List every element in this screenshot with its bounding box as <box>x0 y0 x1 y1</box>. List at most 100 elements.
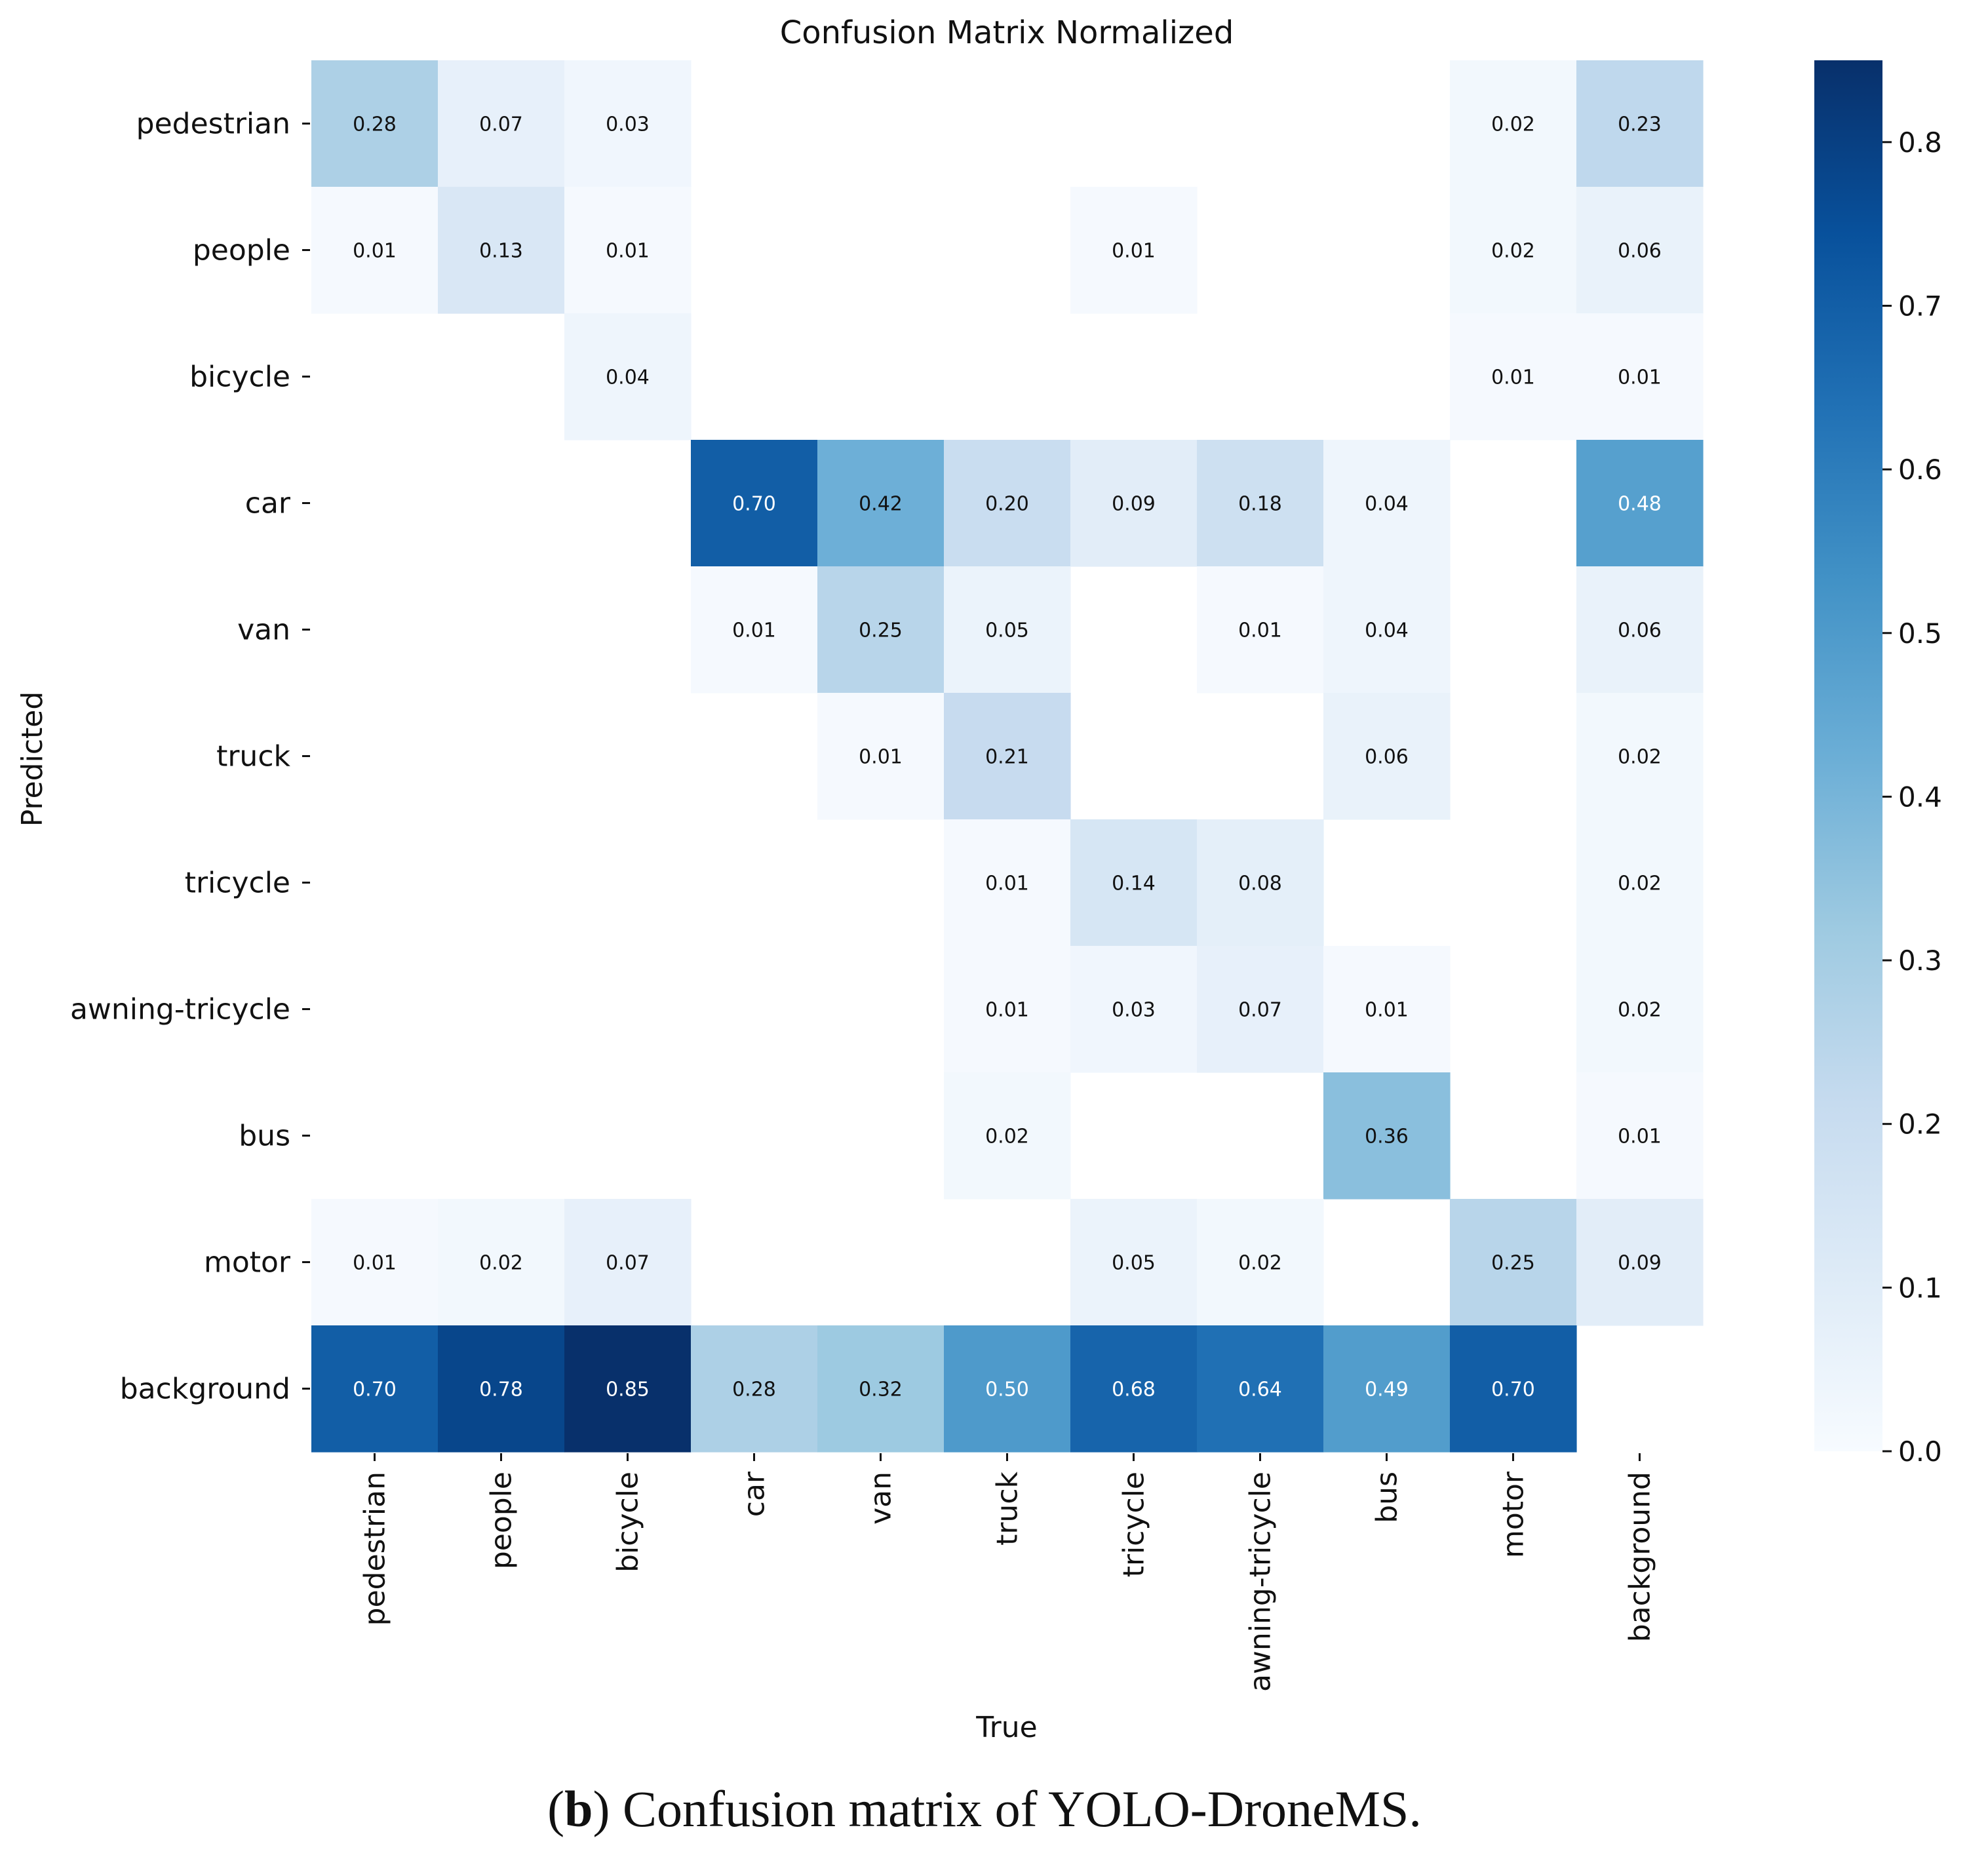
cell-value-label: 0.25 <box>859 619 903 642</box>
cell-value-label: 0.04 <box>606 366 650 389</box>
x-tick-label: truck <box>991 1471 1024 1545</box>
chart-title: Confusion Matrix Normalized <box>780 14 1234 51</box>
cell-value-label: 0.70 <box>732 493 776 516</box>
heatmap-cell <box>817 1325 945 1453</box>
heatmap-cell <box>1576 440 1704 567</box>
heatmap-cell <box>1576 819 1704 947</box>
cell-value-label: 0.01 <box>1112 240 1156 263</box>
x-axis-title: True <box>975 1711 1037 1744</box>
heatmap-cell <box>1450 1325 1577 1453</box>
colorbar-ticks: 0.0 0.1 0.2 0.3 0.4 0.5 0.6 0.7 0.8 <box>1882 127 1942 1468</box>
cell-value-label: 0.25 <box>1491 1252 1535 1275</box>
heatmap-cell <box>1450 187 1577 314</box>
cell-value-label: 0.06 <box>1618 619 1662 642</box>
heatmap-cell <box>1323 1325 1451 1453</box>
heatmap-cell <box>944 819 1071 947</box>
y-tick-label: car <box>245 487 291 520</box>
heatmap-cell <box>944 693 1071 820</box>
heatmap-cell <box>1197 566 1324 694</box>
cell-value-label: 0.01 <box>985 999 1029 1022</box>
x-axis-ticks: pedestrian people bicycle car van truck tricyc… <box>359 1453 1657 1692</box>
y-tick-label: awning-tricycle <box>70 993 290 1026</box>
y-tick-label: bicycle <box>189 361 290 394</box>
colorbar-tick-label: 0.0 <box>1898 1436 1942 1468</box>
heatmap-cell <box>311 187 439 314</box>
cell-value-label: 0.70 <box>1491 1378 1535 1401</box>
heatmap-cell <box>691 566 818 694</box>
cell-value-label: 0.02 <box>1238 1252 1282 1275</box>
x-tick-label: background <box>1624 1472 1657 1642</box>
cell-value-label: 0.78 <box>479 1378 523 1401</box>
cell-value-label: 0.21 <box>985 746 1029 769</box>
cell-value-label: 0.02 <box>1618 872 1662 895</box>
heatmap-cell <box>1323 1072 1451 1200</box>
cell-value-label: 0.28 <box>353 113 397 136</box>
heatmap-cell <box>944 440 1071 567</box>
cell-value-label: 0.01 <box>353 240 397 263</box>
heatmap-cell <box>311 60 439 187</box>
x-tick-label: awning-tricycle <box>1244 1472 1277 1692</box>
heatmap-cell <box>817 693 945 820</box>
cell-value-label: 0.42 <box>859 493 903 516</box>
x-tick-label: people <box>485 1472 518 1569</box>
heatmap-cell <box>564 1199 692 1326</box>
heatmap-cell <box>1070 819 1198 947</box>
heatmap-cell <box>564 187 692 314</box>
heatmap-cell <box>1576 60 1704 187</box>
cell-value-label: 0.03 <box>606 113 650 136</box>
cell-value-label: 0.02 <box>479 1252 523 1275</box>
heatmap-cell <box>1323 440 1451 567</box>
heatmap-cell <box>1450 1199 1577 1326</box>
heatmap-cell <box>564 60 692 187</box>
y-tick-label: van <box>237 614 290 647</box>
cell-value-label: 0.20 <box>985 493 1029 516</box>
cell-value-label: 0.06 <box>1618 240 1662 263</box>
cell-value-label: 0.36 <box>1365 1125 1409 1148</box>
cell-value-label: 0.09 <box>1618 1252 1662 1275</box>
heatmap-cell <box>438 1325 565 1453</box>
colorbar-tick-label: 0.2 <box>1898 1108 1942 1141</box>
cell-value-label: 0.32 <box>859 1378 903 1401</box>
heatmap-cell <box>311 1325 439 1453</box>
heatmap-cell <box>817 566 945 694</box>
cell-value-label: 0.23 <box>1618 113 1662 136</box>
cell-value-label: 0.01 <box>1238 619 1282 642</box>
cell-value-label: 0.01 <box>985 872 1029 895</box>
cell-value-label: 0.04 <box>1365 619 1409 642</box>
cell-value-label: 0.01 <box>859 746 903 769</box>
heatmap-cell <box>944 946 1071 1073</box>
heatmap-cell <box>438 187 565 314</box>
cell-value-label: 0.68 <box>1112 1378 1156 1401</box>
heatmap-cell <box>1070 1325 1198 1453</box>
heatmap-cell <box>944 1325 1071 1453</box>
heatmap-cell <box>1070 946 1198 1073</box>
cell-value-label: 0.05 <box>1112 1252 1156 1275</box>
y-tick-label: bus <box>239 1120 290 1153</box>
y-tick-label: tricycle <box>185 867 290 900</box>
heatmap-cell <box>817 440 945 567</box>
cell-value-label: 0.07 <box>479 113 523 136</box>
heatmap-cell <box>691 440 818 567</box>
cell-value-label: 0.02 <box>1491 240 1535 263</box>
cell-value-label: 0.01 <box>353 1252 397 1275</box>
heatmap-cell <box>1070 440 1198 567</box>
heatmap-cell <box>1323 693 1451 820</box>
cell-value-label: 0.05 <box>985 619 1029 642</box>
cell-value-label: 0.02 <box>1491 113 1535 136</box>
heatmap-cell <box>1576 187 1704 314</box>
x-tick-label: bus <box>1371 1472 1404 1523</box>
heatmap-cell <box>691 1325 818 1453</box>
heatmap-cell <box>438 1199 565 1326</box>
heatmap-cell <box>564 1325 692 1453</box>
cell-value-label: 0.01 <box>1618 366 1662 389</box>
heatmap-cell <box>944 1072 1071 1200</box>
cell-value-label: 0.09 <box>1112 493 1156 516</box>
cell-value-label: 0.13 <box>479 240 523 263</box>
cell-value-label: 0.08 <box>1238 872 1282 895</box>
cell-value-label: 0.49 <box>1365 1378 1409 1401</box>
heatmap-cell <box>438 60 565 187</box>
heatmap-cell <box>1323 946 1451 1073</box>
heatmap-cell <box>1576 946 1704 1073</box>
cell-value-label: 0.01 <box>1491 366 1535 389</box>
